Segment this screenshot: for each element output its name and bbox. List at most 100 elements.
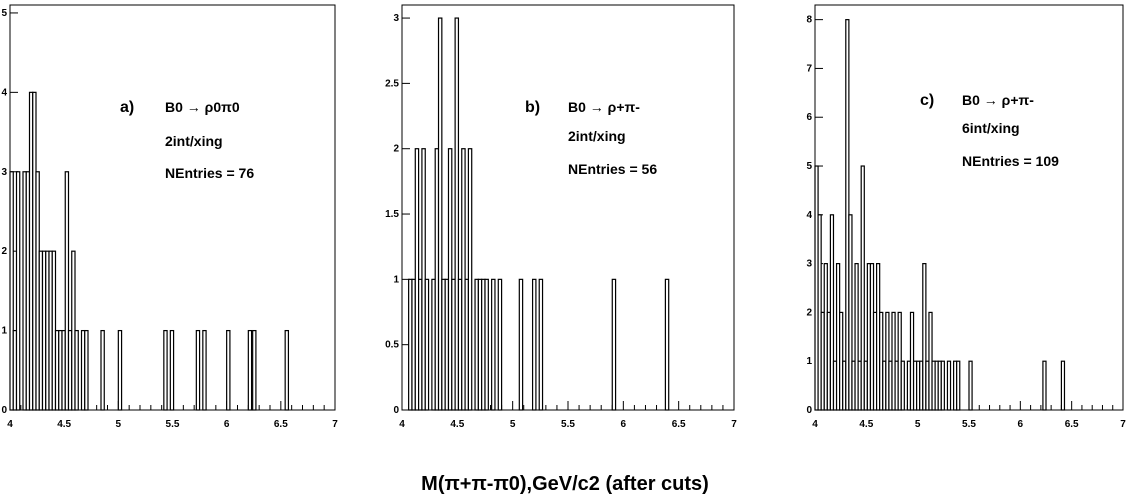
x-tick-label: 4 <box>812 419 818 430</box>
x-tick-label: 6.5 <box>672 419 686 430</box>
histogram-bin <box>611 278 617 411</box>
y-tick-label: 2 <box>1 246 7 257</box>
histogram-bin <box>74 329 79 411</box>
x-tick-label: 7 <box>731 419 737 430</box>
x-tick-label: 4.5 <box>859 419 873 430</box>
y-tick-label: 8 <box>806 15 812 26</box>
histogram-bin <box>284 329 290 411</box>
x-tick-label: 5.5 <box>166 419 180 430</box>
x-tick-label: 5.5 <box>561 419 575 430</box>
histogram-bin <box>1060 360 1066 411</box>
histogram-bin <box>424 278 430 411</box>
histogram-bin <box>64 171 70 411</box>
panel-label: c) <box>920 92 934 109</box>
annotation-line-2: NEntries = 109 <box>962 153 1059 169</box>
y-tick-label: 3 <box>806 259 812 270</box>
panel-title: B0 → ρ+π- <box>962 92 1034 108</box>
histogram-bin <box>84 329 89 411</box>
x-tick-label: 5.5 <box>962 419 976 430</box>
histogram-bin <box>829 214 835 411</box>
y-tick-label: 0 <box>1 405 7 416</box>
y-tick-label: 4 <box>1 87 7 98</box>
annotation-line-2: NEntries = 76 <box>165 165 254 181</box>
x-tick-label: 7 <box>1120 419 1126 430</box>
x-tick-label: 6.5 <box>1065 419 1079 430</box>
x-tick-label: 4.5 <box>57 419 71 430</box>
histogram-bin <box>956 360 961 411</box>
histogram-bin <box>900 360 905 411</box>
histogram-bin <box>491 278 496 411</box>
histogram-bin <box>922 263 927 411</box>
y-tick-label: 2 <box>806 307 812 318</box>
histogram-bin <box>538 278 544 411</box>
histogram-bin <box>226 329 231 411</box>
y-tick-label: 1 <box>806 356 812 367</box>
histogram-bin <box>860 165 865 411</box>
y-tick-label: 0.5 <box>385 340 399 351</box>
x-tick-label: 6 <box>1018 419 1024 430</box>
annotation-line-1: 2int/xing <box>568 128 626 144</box>
panel-b: 4 4.5 5 5.5 6 6.5 700.511.522.53 b) B0 → ρ+π- … <box>385 4 737 430</box>
panel-title: B0 → ρ0π0 <box>165 99 240 115</box>
x-tick-label: 7 <box>332 419 338 430</box>
panel-a: 4 4.5 5 5.5 6 6.5 7 0 1 2 3 4 5 a) B0 → ρ0π0 2int/xi… <box>1 4 338 430</box>
histogram-bin <box>946 360 952 411</box>
histogram-bin <box>15 171 21 411</box>
histogram-bin <box>454 17 460 411</box>
annotation-line-2: NEntries = 56 <box>568 161 657 177</box>
histogram-bin <box>1042 360 1047 411</box>
x-tick-label: 6.5 <box>274 419 288 430</box>
y-tick-label: 7 <box>806 63 812 74</box>
y-tick-label: 6 <box>806 112 812 123</box>
histogram-bin <box>484 278 489 411</box>
panel-c: 4 4.5 5 5.5 6 6.5 7 0 1 2 3 4 5 6 7 8 c) B0 → ρ+π- 6int… <box>806 4 1126 430</box>
histogram-bin <box>467 148 473 411</box>
annotation-line-1: 2int/xing <box>165 133 223 149</box>
panel-label: b) <box>525 99 540 116</box>
histogram-bin <box>664 278 670 411</box>
histogram-bin <box>100 329 105 411</box>
histogram-bin <box>9 171 14 411</box>
x-tick-label: 5 <box>510 419 516 430</box>
x-tick-label: 6 <box>621 419 627 430</box>
histogram-bin <box>169 329 175 411</box>
histogram-bin <box>497 278 503 411</box>
histogram <box>9 91 290 411</box>
panel-title: B0 → ρ+π- <box>568 99 640 115</box>
panel-label: a) <box>120 99 134 116</box>
histogram-bin <box>163 329 168 411</box>
y-tick-label: 1 <box>393 274 399 285</box>
histogram-bin <box>968 360 973 411</box>
x-axis-title: M(π+π-π0),GeV/c2 (after cuts) <box>421 473 709 495</box>
y-tick-label: 0 <box>806 405 812 416</box>
x-tick-label: 6 <box>224 419 230 430</box>
histogram-bin <box>437 17 443 411</box>
histogram-bin <box>940 360 945 411</box>
x-tick-label: 5 <box>116 419 122 430</box>
y-tick-label: 4 <box>806 210 812 221</box>
y-tick-label: 2.5 <box>385 78 399 89</box>
y-tick-label: 5 <box>806 161 812 172</box>
histogram <box>814 19 1066 411</box>
histogram-bin <box>854 263 859 411</box>
y-tick-label: 5 <box>1 8 7 19</box>
axes: 4 4.5 5 5.5 6 6.5 7 0 1 2 3 4 5 6 7 8 <box>806 15 1126 430</box>
x-tick-label: 4 <box>399 419 405 430</box>
annotation-line-1: 6int/xing <box>962 120 1020 136</box>
histogram <box>408 17 670 411</box>
histogram-bin <box>202 329 207 411</box>
x-tick-label: 5 <box>915 419 921 430</box>
y-tick-label: 0 <box>393 405 399 416</box>
y-tick-label: 1.5 <box>385 209 399 220</box>
y-tick-label: 2 <box>393 144 399 155</box>
histogram-bin <box>518 278 524 411</box>
x-tick-label: 4 <box>7 419 13 430</box>
y-tick-label: 3 <box>393 13 399 24</box>
histogram-bin <box>252 329 257 411</box>
histogram-bin <box>531 278 537 411</box>
histogram-bin <box>247 329 253 411</box>
histogram-bin <box>117 329 123 411</box>
y-tick-label: 3 <box>1 167 7 178</box>
histogram-bin <box>195 329 201 411</box>
